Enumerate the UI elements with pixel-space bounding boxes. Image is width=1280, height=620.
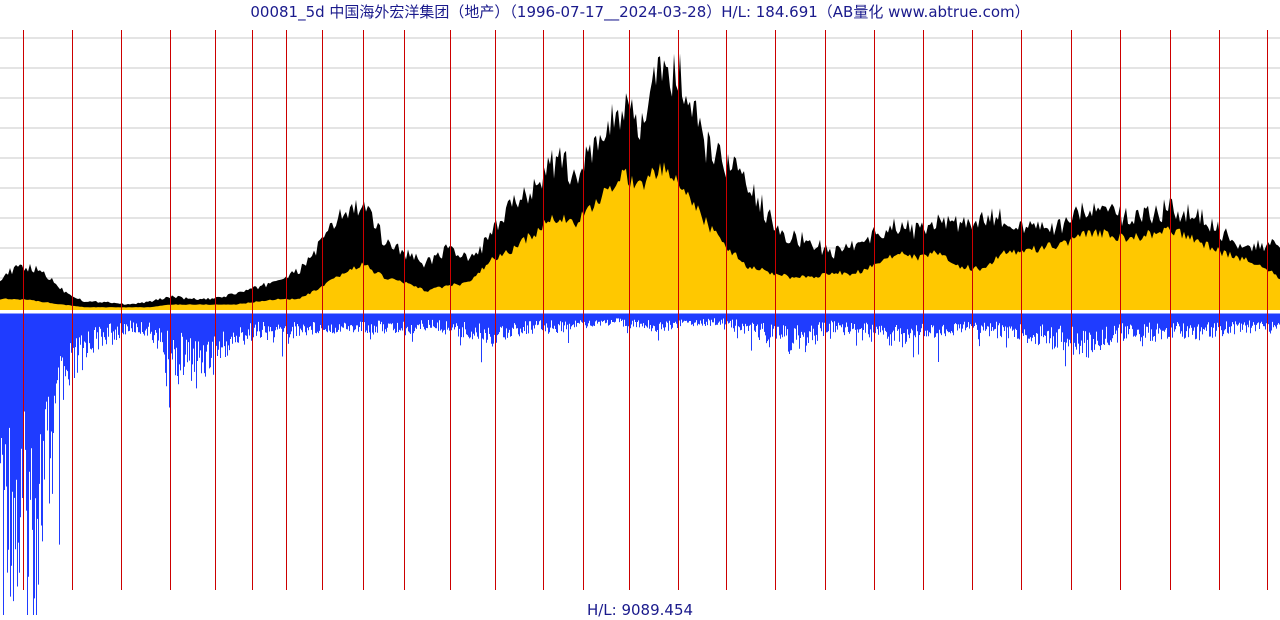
volume-ratio-label: H/L: 9089.454 [586,601,694,619]
volume-series [0,315,1280,615]
low-price-series [0,162,1280,310]
chart-title: 00081_5d 中国海外宏洋集团（地产）（1996-07-17__2024-0… [250,3,1030,21]
